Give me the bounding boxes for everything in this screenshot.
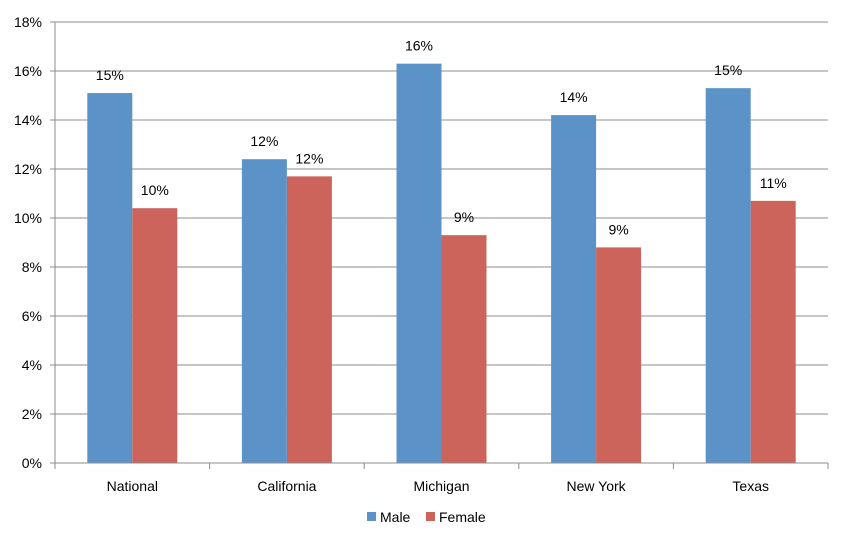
legend-swatch-female — [426, 512, 435, 521]
bar-male-texas — [705, 88, 751, 464]
data-label: 16% — [405, 38, 433, 54]
bar-female-national — [132, 208, 178, 463]
bar-female-texas — [750, 200, 796, 463]
legend: Male Female — [367, 509, 486, 525]
x-tick-label: National — [107, 478, 158, 494]
bars — [87, 63, 796, 464]
data-label: 15% — [714, 62, 742, 78]
y-tick-label: 14% — [14, 112, 42, 128]
bar-male-michigan — [396, 63, 442, 464]
data-label: 9% — [454, 209, 474, 225]
data-label: 11% — [760, 175, 787, 191]
x-tick-label: Texas — [732, 478, 769, 494]
axes: 0% 2% 4% 6% 8% 10% 12% 14% 16% 18% National Califor… — [14, 14, 829, 494]
y-tick-label: 10% — [14, 210, 42, 226]
y-tick-label: 6% — [22, 308, 42, 324]
bar-female-michigan — [441, 235, 487, 463]
x-tick-label: Michigan — [413, 478, 469, 494]
x-tick-label: New York — [567, 478, 627, 494]
data-label: 10% — [141, 182, 169, 198]
y-tick-label: 18% — [14, 14, 42, 30]
bar-female-new-york — [596, 247, 642, 463]
data-label: 14% — [560, 89, 588, 105]
y-tick-label: 12% — [14, 161, 42, 177]
y-tick-label: 16% — [14, 63, 42, 79]
y-tick-label: 0% — [22, 455, 42, 471]
data-label: 9% — [608, 221, 628, 237]
data-label: 15% — [96, 67, 124, 83]
data-label: 12% — [295, 150, 323, 166]
data-labels: 15% 10% 12% 12% 16% 9% 14% 9% 15% 11% — [96, 38, 787, 238]
bar-male-california — [241, 159, 287, 463]
legend-label-female: Female — [439, 509, 486, 525]
y-tick-label: 4% — [22, 357, 42, 373]
y-tick-label: 2% — [22, 406, 42, 422]
y-tick-label: 8% — [22, 259, 42, 275]
data-label: 12% — [250, 133, 278, 149]
bar-female-california — [286, 176, 332, 463]
legend-swatch-male — [367, 512, 376, 521]
x-tick-label: California — [257, 478, 316, 494]
bar-male-national — [87, 93, 133, 464]
bar-male-new-york — [551, 115, 597, 463]
legend-label-male: Male — [380, 509, 411, 525]
